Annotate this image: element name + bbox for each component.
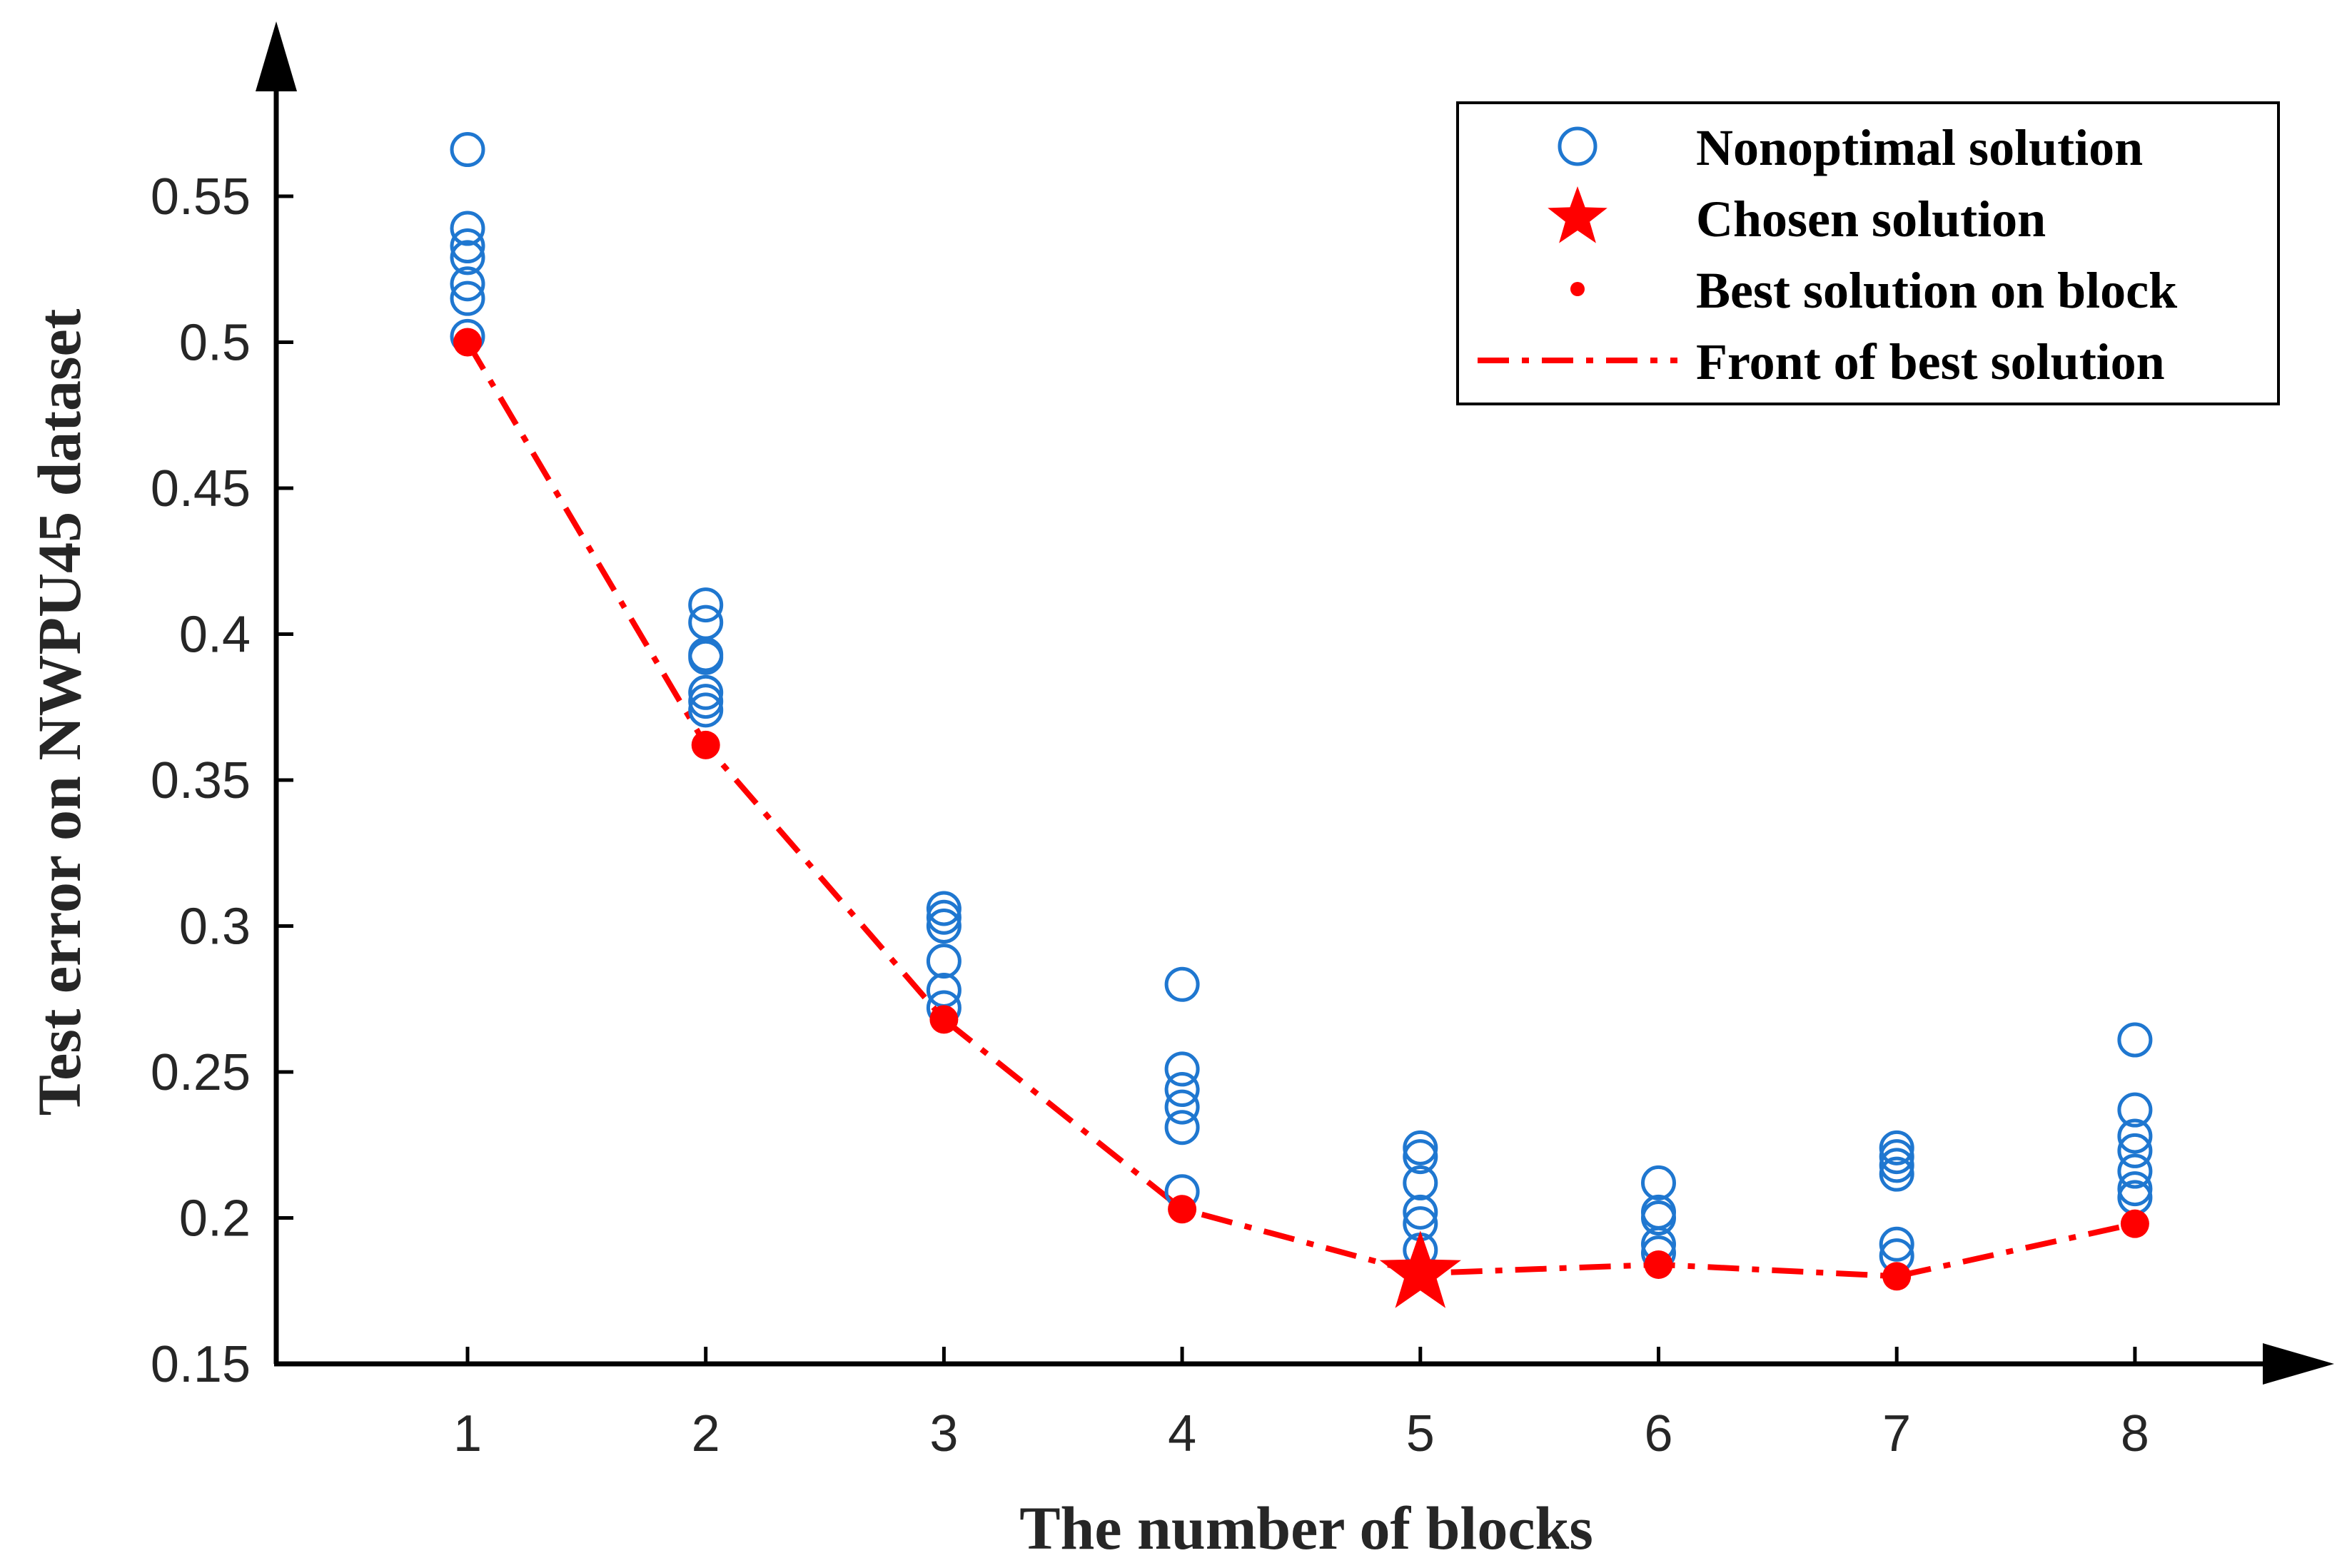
nonoptimal-point	[1403, 1139, 1438, 1175]
front-line	[465, 340, 2136, 1280]
best-point	[1168, 1195, 1197, 1224]
nonoptimal-point	[1879, 1226, 1914, 1262]
legend-open-circle-icon	[1558, 126, 1598, 166]
best-point	[453, 328, 482, 357]
nonoptimal-point	[1164, 1051, 1200, 1087]
best-point	[691, 730, 720, 759]
nonoptimal-point	[2117, 1092, 2153, 1128]
nonoptimal-point	[1164, 1110, 1200, 1145]
best-point	[929, 1005, 959, 1034]
chosen-star	[1379, 1230, 1461, 1308]
axes-layer	[256, 21, 2334, 1385]
x-axis-arrow-icon	[2263, 1343, 2334, 1385]
y-tick-label: 0.55	[151, 168, 251, 226]
best-point	[2120, 1209, 2149, 1238]
nonoptimal-point	[688, 637, 724, 672]
nonoptimal-point	[1879, 1139, 1914, 1175]
nonoptimal-point	[688, 587, 724, 623]
nonoptimal-point	[1641, 1200, 1676, 1235]
y-axis-title: Test error on NWPU45 dataset	[25, 308, 94, 1116]
y-tick-label: 0.15	[151, 1336, 251, 1393]
x-tick-label: 2	[692, 1405, 720, 1462]
nonoptimal-point	[688, 674, 724, 710]
nonoptimal-point	[1879, 1148, 1914, 1183]
x-tick-label: 7	[1882, 1405, 1911, 1462]
y-tick-label: 0.2	[179, 1190, 251, 1248]
x-tick-label: 6	[1644, 1405, 1672, 1462]
nonoptimal-point	[2117, 1153, 2153, 1189]
nonoptimal-point	[926, 972, 961, 1008]
nonoptimal-point	[450, 132, 485, 168]
nonoptimal-point	[688, 605, 724, 640]
data-layer	[450, 132, 2153, 1308]
y-tick-label: 0.5	[179, 315, 251, 372]
nonoptimal-point	[1164, 1089, 1200, 1125]
x-tick-label: 1	[453, 1405, 482, 1462]
legend-label-chosen: Chosen solution	[1696, 191, 2046, 248]
nonoptimal-point	[1164, 966, 1200, 1002]
nonoptimal-point	[450, 240, 485, 275]
x-tick-label: 3	[929, 1405, 958, 1462]
y-tick-label: 0.45	[151, 460, 251, 517]
best-point	[1882, 1262, 1912, 1291]
nonoptimal-point	[2117, 1022, 2153, 1058]
legend-star-icon	[1548, 186, 1607, 243]
nonoptimal-point	[688, 692, 724, 728]
nonoptimal-point	[2117, 1171, 2153, 1207]
y-axis-arrow-icon	[256, 21, 297, 91]
y-tick-label: 0.3	[179, 899, 251, 956]
legend-label-best: Best solution on block	[1696, 262, 2177, 319]
x-tick-label: 5	[1406, 1405, 1435, 1462]
nonoptimal-point	[688, 684, 724, 719]
nonoptimal-point	[688, 639, 724, 675]
legend-dot-icon	[1570, 282, 1585, 296]
nonoptimal-point	[926, 899, 961, 935]
y-tick-label: 0.4	[179, 607, 251, 664]
y-tick-label: 0.35	[151, 752, 251, 809]
nonoptimal-point	[450, 280, 485, 316]
x-axis-title: The number of blocks	[1019, 1494, 1593, 1562]
nonoptimal-point	[2117, 1133, 2153, 1168]
ticks-layer: 0.15 0.2 0.25 0.3 0.35 0.4 0.45 0.5 0.55 1 2 3 4 5 6 7 8	[151, 168, 2149, 1462]
nonoptimal-point	[926, 909, 961, 944]
nonoptimal-point	[1641, 1165, 1676, 1200]
x-tick-label: 8	[2121, 1405, 2149, 1462]
legend: Nonoptimal solution Chosen solution Best…	[1456, 101, 2280, 405]
legend-label-front: Front of best solution	[1696, 333, 2165, 390]
nonoptimal-point	[450, 211, 485, 246]
x-tick-label: 4	[1168, 1405, 1196, 1462]
y-tick-label: 0.25	[151, 1044, 251, 1101]
nonoptimal-point	[1403, 1194, 1438, 1230]
nonoptimal-point	[1403, 1165, 1438, 1200]
nonoptimal-point	[1164, 1072, 1200, 1108]
nonoptimal-point	[1879, 1156, 1914, 1192]
nonoptimal-point	[2117, 1118, 2153, 1154]
best-point	[1644, 1250, 1673, 1279]
nonoptimal-point	[926, 891, 961, 926]
nonoptimal-point	[1879, 1130, 1914, 1165]
nonoptimal-point	[926, 944, 961, 979]
nonoptimal-point	[450, 228, 485, 264]
nonoptimal-point	[450, 266, 485, 302]
legend-label-nonoptimal: Nonoptimal solution	[1696, 119, 2143, 176]
nonoptimal-point	[1403, 1130, 1438, 1165]
